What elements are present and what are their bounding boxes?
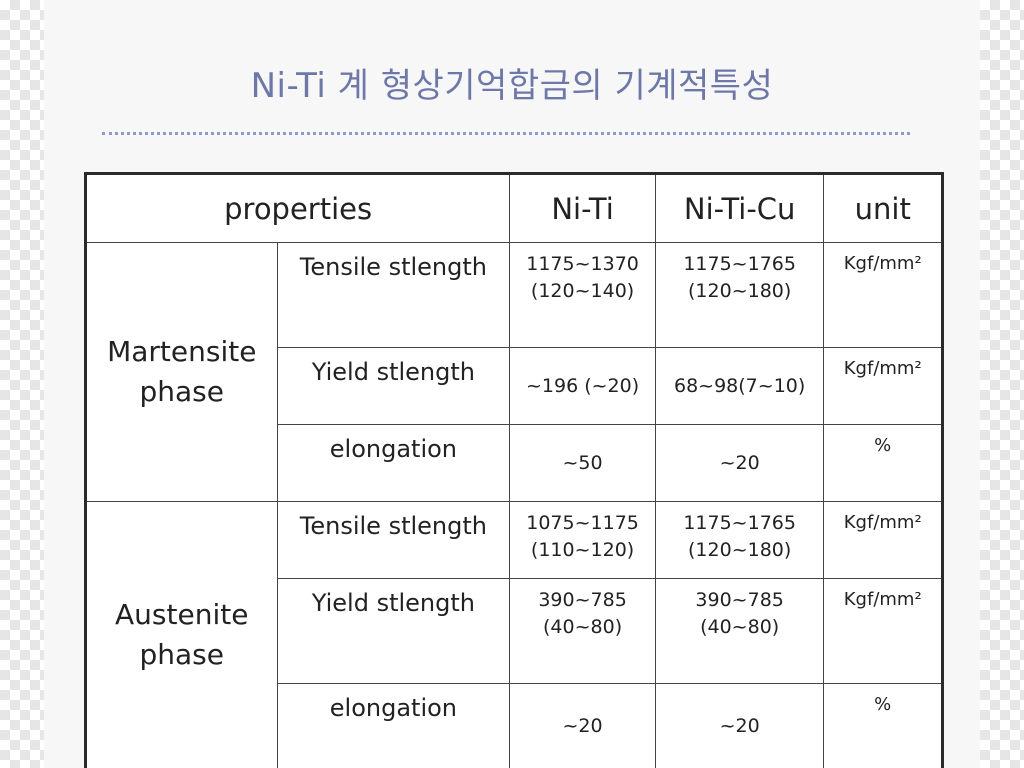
properties-table: properties Ni-Ti Ni-Ti-Cu unit Martensit… [84, 172, 944, 768]
value-line: 390~785 [538, 589, 627, 611]
value-line: (40~80) [543, 616, 623, 638]
niticu-value: 68~98(7~10) [654, 347, 825, 425]
unit-cell: Kgf/mm² [823, 501, 943, 579]
austenite-phase-cell: Austenite phase [85, 501, 278, 768]
phase-label: phase [139, 638, 225, 671]
header-properties: properties [84, 173, 511, 243]
niticu-value: ~20 [654, 424, 825, 502]
value-line: (120~140) [530, 280, 635, 302]
property-label: elongation [276, 683, 511, 768]
unit-cell: % [823, 424, 943, 502]
property-label: elongation [276, 424, 511, 502]
niti-value: ~50 [509, 424, 656, 502]
header-unit: unit [823, 173, 943, 243]
value-line: (120~180) [688, 280, 792, 302]
niticu-value: 390~785 (40~80) [654, 578, 825, 684]
table-row: Martensite phase Tensile stlength 1175~1… [85, 242, 943, 502]
table-row: Austenite phase Tensile stlength 1075~11… [85, 501, 943, 768]
niticu-value: 1175~1765 (120~180) [654, 242, 825, 348]
phase-label: phase [139, 375, 225, 408]
table-row: Yield stlength ~196 (~20) 68~98(7~10) Kg… [86, 347, 943, 425]
header-niticu: Ni-Ti-Cu [654, 173, 825, 243]
niti-value: ~196 (~20) [509, 347, 656, 425]
table-row: elongation ~50 ~20 % [86, 424, 943, 502]
slide-title: Ni-Ti 계 형상기억합금의 기계적특성 [250, 66, 774, 106]
property-label: Yield stlength [276, 347, 511, 425]
value-line: 1075~1175 [526, 512, 639, 534]
unit-cell: Kgf/mm² [823, 347, 943, 425]
niti-value: 1075~1175 (110~120) [509, 501, 656, 579]
niticu-value: 1175~1765 (120~180) [654, 501, 825, 579]
title-divider [102, 132, 910, 135]
value-line: 1175~1765 [683, 512, 796, 534]
value-line: (110~120) [530, 539, 635, 561]
niticu-value: ~20 [654, 683, 825, 768]
table-row: Yield stlength 390~785 (40~80) 390~785 (… [86, 578, 943, 684]
unit-cell: % [823, 683, 943, 768]
value-line: 390~785 [695, 589, 784, 611]
value-line: (40~80) [700, 616, 780, 638]
header-niti: Ni-Ti [509, 173, 656, 243]
slide: Ni-Ti 계 형상기억합금의 기계적특성 properties Ni-Ti N… [44, 0, 980, 768]
unit-cell: Kgf/mm² [823, 578, 943, 684]
value-line: 1175~1370 [526, 253, 639, 275]
value-line: 1175~1765 [683, 253, 796, 275]
unit-cell: Kgf/mm² [823, 242, 943, 348]
table-header-row: properties Ni-Ti Ni-Ti-Cu unit [84, 173, 943, 243]
table-row: elongation ~20 ~20 % [86, 683, 943, 768]
value-line: (120~180) [688, 539, 792, 561]
property-label: Tensile stlength [276, 501, 511, 579]
property-label: Yield stlength [276, 578, 511, 684]
niti-value: 1175~1370 (120~140) [509, 242, 656, 348]
martensite-phase-cell: Martensite phase [85, 242, 278, 502]
phase-label: Martensite [107, 335, 257, 368]
niti-value: ~20 [509, 683, 656, 768]
phase-label: Austenite [115, 598, 249, 631]
niti-value: 390~785 (40~80) [509, 578, 656, 684]
property-label: Tensile stlength [276, 242, 511, 348]
